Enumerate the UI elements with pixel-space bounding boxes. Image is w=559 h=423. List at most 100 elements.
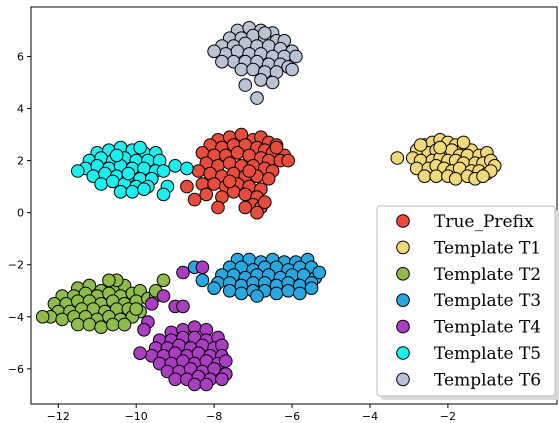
y-axis: −6 −4 −2 0 2 4 6 [8,50,31,376]
data-point [219,354,233,368]
data-point [234,62,249,77]
data-point [230,146,245,160]
series-1 [390,133,502,186]
series-0 [180,127,296,220]
data-point [433,140,447,155]
data-point [176,265,190,280]
x-tick-label: −8 [206,410,222,423]
x-tick-label: −12 [47,410,70,423]
data-point [133,346,147,361]
data-point [168,159,182,173]
data-point [215,54,229,69]
data-point [106,174,120,189]
data-point [125,185,140,199]
legend-marker [396,214,410,228]
legend-marker [396,346,410,360]
y-tick-label: −4 [8,311,24,324]
legend-label: True_Prefix [434,212,534,232]
data-point [312,265,327,280]
data-point [254,73,268,87]
data-point [222,284,237,298]
data-point [238,200,253,215]
data-point [269,286,284,301]
data-point [293,286,307,301]
data-point [242,164,256,178]
data-point [145,297,159,311]
series-3 [187,252,327,303]
data-point [71,317,85,332]
data-point [417,169,432,183]
data-point [246,62,260,77]
data-point [106,317,120,332]
data-point [250,205,264,220]
data-point [117,317,132,332]
data-point [281,153,296,168]
data-point [168,372,182,387]
legend-item: Template T4 [396,318,541,338]
x-tick-label: −4 [362,410,378,423]
series-5 [71,140,194,202]
data-point [137,323,151,337]
data-point [215,372,229,387]
data-point [234,286,249,301]
data-point [476,169,490,183]
data-point [456,135,471,150]
data-point [413,138,428,152]
data-point [129,302,143,316]
legend-marker [396,240,410,255]
data-point [187,192,202,207]
data-point [55,312,70,327]
x-tick-label: −6 [284,410,300,423]
legend-item: Template T3 [396,291,541,311]
y-tick-label: −2 [8,259,24,272]
y-tick-label: 4 [17,103,24,116]
legend-label: Template T4 [434,318,541,338]
legend-label: Template T3 [434,291,541,311]
data-point [238,187,253,202]
data-point [180,179,194,194]
x-axis: −12 −10 −8 −6 −4 −2 [47,404,456,423]
y-tick-label: 2 [17,155,24,168]
data-point [94,177,108,191]
y-tick-label: −6 [8,363,24,376]
data-point [448,172,463,186]
data-point [207,177,221,191]
data-point [199,377,214,392]
data-point [195,273,210,288]
data-point [71,164,85,178]
legend-box [376,205,556,397]
data-point [207,281,221,296]
data-point [187,377,202,392]
data-point [156,273,171,288]
y-tick-label: 0 [17,207,24,220]
data-point [176,299,190,314]
data-point [102,273,116,288]
legend-item: True_Prefix [396,212,534,232]
y-tick-label: 6 [17,50,24,63]
legend-label: Template T2 [434,265,541,285]
data-point [269,140,284,155]
data-point [211,200,225,215]
data-point [94,320,108,335]
data-point [238,78,253,92]
data-point [289,49,303,64]
data-point [250,91,264,105]
data-point [207,44,221,59]
series-6 [207,21,303,105]
data-point [265,75,280,90]
data-point [35,310,50,324]
data-point [156,187,171,202]
data-point [137,182,151,196]
data-point [261,172,276,186]
legend-label: Template T1 [434,238,541,258]
data-point [156,164,171,178]
data-point [281,284,296,298]
data-point [258,195,272,209]
data-point [133,140,147,155]
x-tick-label: −10 [125,410,148,423]
data-point [113,185,128,199]
data-point [199,187,214,202]
data-point [109,148,124,163]
legend-label: Template T5 [434,344,541,364]
legend-item: Template T6 [396,370,541,390]
